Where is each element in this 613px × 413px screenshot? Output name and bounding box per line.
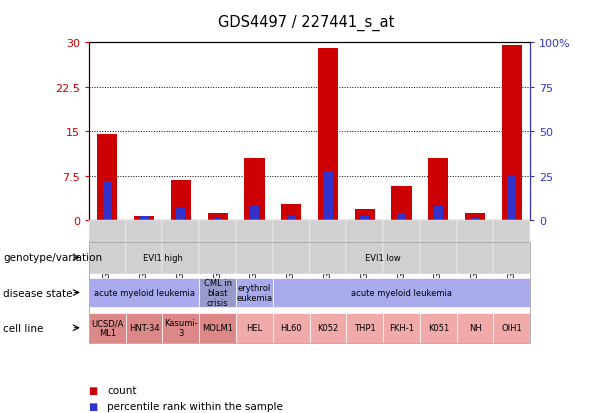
Text: erythrol
eukemia: erythrol eukemia [237, 283, 272, 302]
Text: EVI1 low: EVI1 low [365, 253, 401, 262]
Bar [355, 209, 375, 221]
Text: Kasumi-
3: Kasumi- 3 [164, 318, 198, 337]
Bar [318, 49, 338, 221]
Text: percentile rank within the sample: percentile rank within the sample [107, 401, 283, 411]
Bar [471, 218, 479, 221]
Text: K052: K052 [318, 323, 338, 332]
Bar [324, 172, 332, 221]
Bar [502, 46, 522, 221]
Text: genotype/variation: genotype/variation [3, 253, 102, 263]
Text: THP1: THP1 [354, 323, 376, 332]
Text: acute myeloid leukemia: acute myeloid leukemia [351, 288, 452, 297]
Bar [134, 216, 154, 221]
Text: EVI1 high: EVI1 high [142, 253, 183, 262]
Bar [244, 159, 265, 221]
Bar [428, 159, 449, 221]
Bar [508, 176, 516, 221]
Bar [360, 216, 369, 221]
Bar [213, 218, 222, 221]
Text: HNT-34: HNT-34 [129, 323, 159, 332]
Text: ■: ■ [89, 401, 101, 411]
Bar [97, 135, 118, 221]
Text: MOLM1: MOLM1 [202, 323, 233, 332]
Text: HEL: HEL [246, 323, 262, 332]
Bar [103, 182, 112, 221]
Text: GDS4497 / 227441_s_at: GDS4497 / 227441_s_at [218, 14, 395, 31]
Bar [281, 204, 302, 221]
Bar [177, 209, 185, 221]
Text: UCSD/A
ML1: UCSD/A ML1 [91, 318, 123, 337]
Text: ■: ■ [89, 385, 101, 395]
Text: FKH-1: FKH-1 [389, 323, 414, 332]
Bar [287, 216, 295, 221]
Text: K051: K051 [428, 323, 449, 332]
Text: CML in
blast
crisis: CML in blast crisis [204, 278, 232, 308]
Bar [207, 213, 228, 221]
Text: cell line: cell line [3, 323, 44, 333]
Bar [250, 207, 259, 221]
Bar [140, 216, 148, 221]
Text: NH: NH [469, 323, 481, 332]
Text: acute myeloid leukemia: acute myeloid leukemia [94, 288, 194, 297]
Text: OIH1: OIH1 [501, 323, 522, 332]
Text: count: count [107, 385, 137, 395]
Text: disease state: disease state [3, 288, 72, 298]
Bar [392, 187, 412, 221]
Bar [170, 181, 191, 221]
Bar [397, 214, 406, 221]
Bar [465, 213, 485, 221]
Bar [434, 207, 443, 221]
Text: HL60: HL60 [280, 323, 302, 332]
